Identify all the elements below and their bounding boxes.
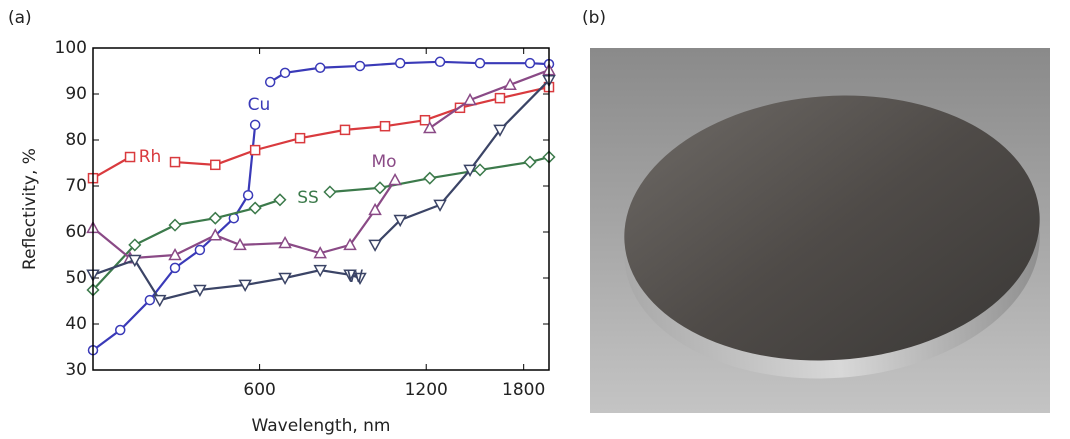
x-tick-label: 1800: [502, 380, 545, 400]
point: [493, 124, 507, 137]
point: [233, 237, 247, 251]
point: [313, 264, 327, 278]
point: [124, 151, 136, 163]
point: [249, 119, 261, 131]
point: [463, 92, 477, 106]
y-tick-label: 30: [65, 360, 87, 380]
point: [388, 172, 402, 186]
photo: [590, 48, 1050, 413]
point: [503, 77, 517, 91]
panel-label: (b): [582, 8, 606, 28]
point: [114, 324, 126, 336]
point: [524, 57, 536, 69]
point: [314, 62, 326, 74]
point: [238, 279, 252, 292]
panel-label: (a): [8, 8, 32, 28]
point: [463, 164, 477, 177]
series-label: Rh: [139, 147, 162, 167]
point: [379, 120, 391, 132]
point: [193, 284, 207, 298]
plot-frame: [92, 47, 550, 371]
y-tick-label: 60: [65, 222, 87, 242]
point: [339, 124, 351, 136]
series-label: Mo: [371, 152, 396, 172]
point: [278, 235, 292, 249]
x-tick-label: 600: [243, 380, 275, 400]
point: [264, 76, 276, 88]
series-label: SS: [297, 188, 319, 208]
disk-face: [624, 95, 1040, 361]
point: [423, 171, 437, 185]
point: [353, 272, 367, 286]
point: [248, 201, 262, 215]
point: [169, 262, 181, 274]
point: [373, 181, 387, 195]
y-tick-label: 50: [65, 268, 87, 288]
point: [354, 60, 366, 72]
point: [343, 269, 357, 282]
y-axis-title: Reflectivity, %: [20, 148, 40, 270]
x-tick-label: 1200: [405, 380, 448, 400]
point: [210, 159, 221, 171]
point: [394, 57, 406, 69]
point: [423, 120, 437, 134]
point: [433, 199, 447, 212]
point: [294, 132, 306, 144]
point: [144, 294, 156, 306]
point: [494, 92, 506, 104]
y-tick-label: 40: [65, 314, 87, 334]
point: [208, 211, 222, 225]
y-tick-label: 80: [65, 130, 87, 150]
point: [208, 228, 223, 241]
y-tick-label: 90: [65, 84, 87, 104]
point: [343, 237, 357, 251]
point: [474, 57, 486, 69]
point: [249, 144, 261, 156]
series-label: Cu: [248, 95, 271, 115]
point: [169, 156, 181, 168]
point: [168, 218, 182, 232]
point: [368, 239, 382, 252]
point: [242, 189, 254, 201]
point: [473, 163, 487, 177]
series-line: [92, 86, 550, 180]
series-label: W: [347, 267, 364, 287]
point: [434, 56, 446, 68]
series-line: [92, 69, 550, 260]
point: [393, 214, 407, 228]
axes: 30 40 50 60 70 80 90 100 600 1200 1800 Wavelength, …: [20, 38, 549, 436]
point: [313, 246, 327, 259]
x-axis-title: Wavelength, nm: [252, 416, 391, 436]
point: [419, 114, 431, 126]
point: [523, 155, 537, 169]
point: [128, 254, 142, 268]
point: [368, 202, 382, 216]
y-tick-label: 100: [55, 38, 87, 58]
y-tick-label: 70: [65, 176, 87, 196]
point: [278, 272, 292, 286]
point: [128, 238, 142, 252]
point: [273, 193, 287, 207]
point: [323, 185, 337, 199]
series-line: [92, 60, 550, 352]
point: [279, 67, 291, 79]
point: [152, 294, 167, 308]
point: [168, 247, 182, 261]
point: [194, 244, 206, 256]
